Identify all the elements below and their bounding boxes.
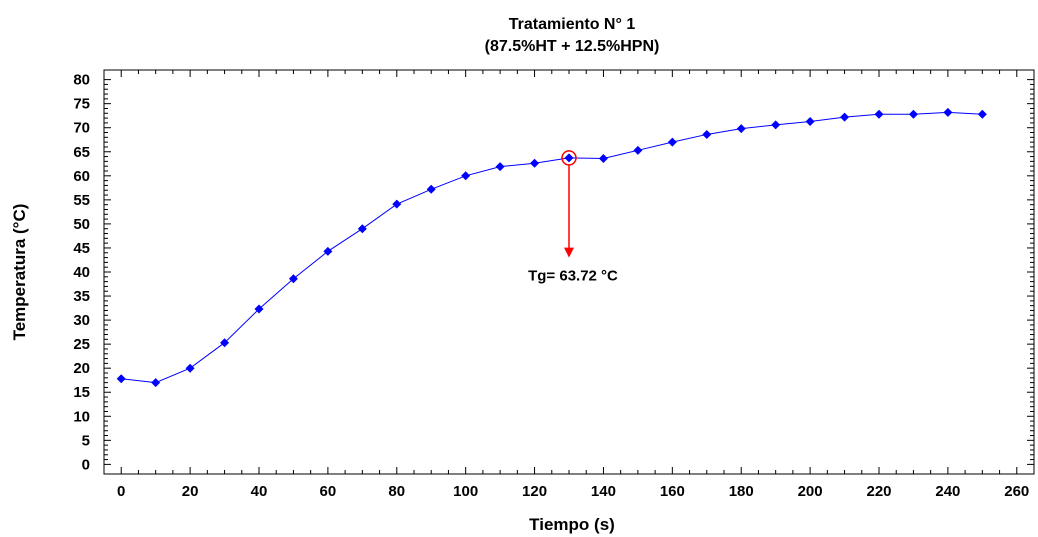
annotation: Tg= 63.72 °C: [528, 150, 618, 285]
data-point: [357, 224, 367, 234]
x-tick-label: 240: [935, 483, 960, 500]
y-tick-label: 70: [73, 120, 90, 137]
x-tick-label: 180: [729, 483, 754, 500]
data-point: [116, 374, 126, 384]
data-point: [185, 363, 195, 373]
y-tick-label: 50: [73, 216, 90, 233]
y-tick-label: 75: [73, 96, 90, 113]
x-axis-title: Tiempo (s): [529, 515, 615, 534]
data-point: [874, 109, 884, 119]
series-line: [121, 111, 983, 384]
data-point: [598, 153, 608, 163]
data-point: [220, 338, 230, 348]
x-tick-label: 120: [522, 483, 547, 500]
data-point: [461, 171, 471, 181]
data-point: [771, 120, 781, 130]
y-tick-label: 25: [73, 336, 90, 353]
x-tick-label: 220: [866, 483, 891, 500]
x-tick-label: 100: [453, 483, 478, 500]
x-tick-label: 140: [591, 483, 616, 500]
data-point: [977, 109, 987, 119]
y-axis: 0 5 10 15 20 25 30 35 40 45 50 55 60 65 70 75 80: [73, 72, 1034, 473]
y-tick-label: 35: [73, 288, 90, 305]
y-tick-label: 15: [73, 384, 90, 401]
x-tick-label: 20: [182, 483, 199, 500]
x-axis: 0 20 40 60 80 100 120 140 160 180 200 220 240 260: [117, 70, 1029, 500]
y-tick-label: 10: [73, 408, 90, 425]
chart-title: Tratamiento N° 1: [509, 16, 636, 33]
y-tick-label: 0: [82, 456, 90, 473]
data-point: [736, 124, 746, 134]
x-tick-label: 200: [798, 483, 823, 500]
x-tick-label: 40: [251, 483, 268, 500]
data-point: [840, 112, 850, 122]
y-tick-label: 55: [73, 192, 90, 209]
data-point: [288, 274, 298, 284]
annotation-arrow-head: [564, 247, 574, 258]
data-point: [495, 162, 505, 172]
data-point: [392, 199, 402, 209]
data-point: [702, 129, 712, 139]
x-tick-label: 260: [1004, 483, 1029, 500]
y-axis-title: Temperatura (°C): [10, 204, 29, 341]
data-point: [323, 246, 333, 256]
data-point: [667, 137, 677, 147]
data-point: [426, 184, 436, 194]
data-point: [805, 116, 815, 126]
chart-subtitle: (87.5%HT + 12.5%HPN): [485, 38, 660, 55]
data-point: [633, 145, 643, 155]
y-tick-label: 80: [73, 72, 90, 89]
x-tick-label: 80: [388, 483, 405, 500]
y-tick-label: 45: [73, 240, 90, 257]
y-tick-label: 5: [82, 432, 90, 449]
x-tick-label: 160: [660, 483, 685, 500]
y-tick-label: 60: [73, 168, 90, 185]
data-point: [943, 107, 953, 117]
data-point: [564, 153, 574, 163]
data-point: [254, 304, 264, 314]
x-tick-label: 0: [117, 483, 125, 500]
series-points: [116, 107, 987, 388]
y-tick-label: 65: [73, 144, 90, 161]
y-tick-label: 20: [73, 360, 90, 377]
annotation-label: Tg= 63.72 °C: [528, 268, 618, 285]
data-point: [530, 158, 540, 168]
y-tick-label: 40: [73, 264, 90, 281]
y-tick-label: 30: [73, 312, 90, 329]
data-point: [908, 109, 918, 119]
x-tick-label: 60: [320, 483, 337, 500]
data-point: [151, 378, 161, 388]
